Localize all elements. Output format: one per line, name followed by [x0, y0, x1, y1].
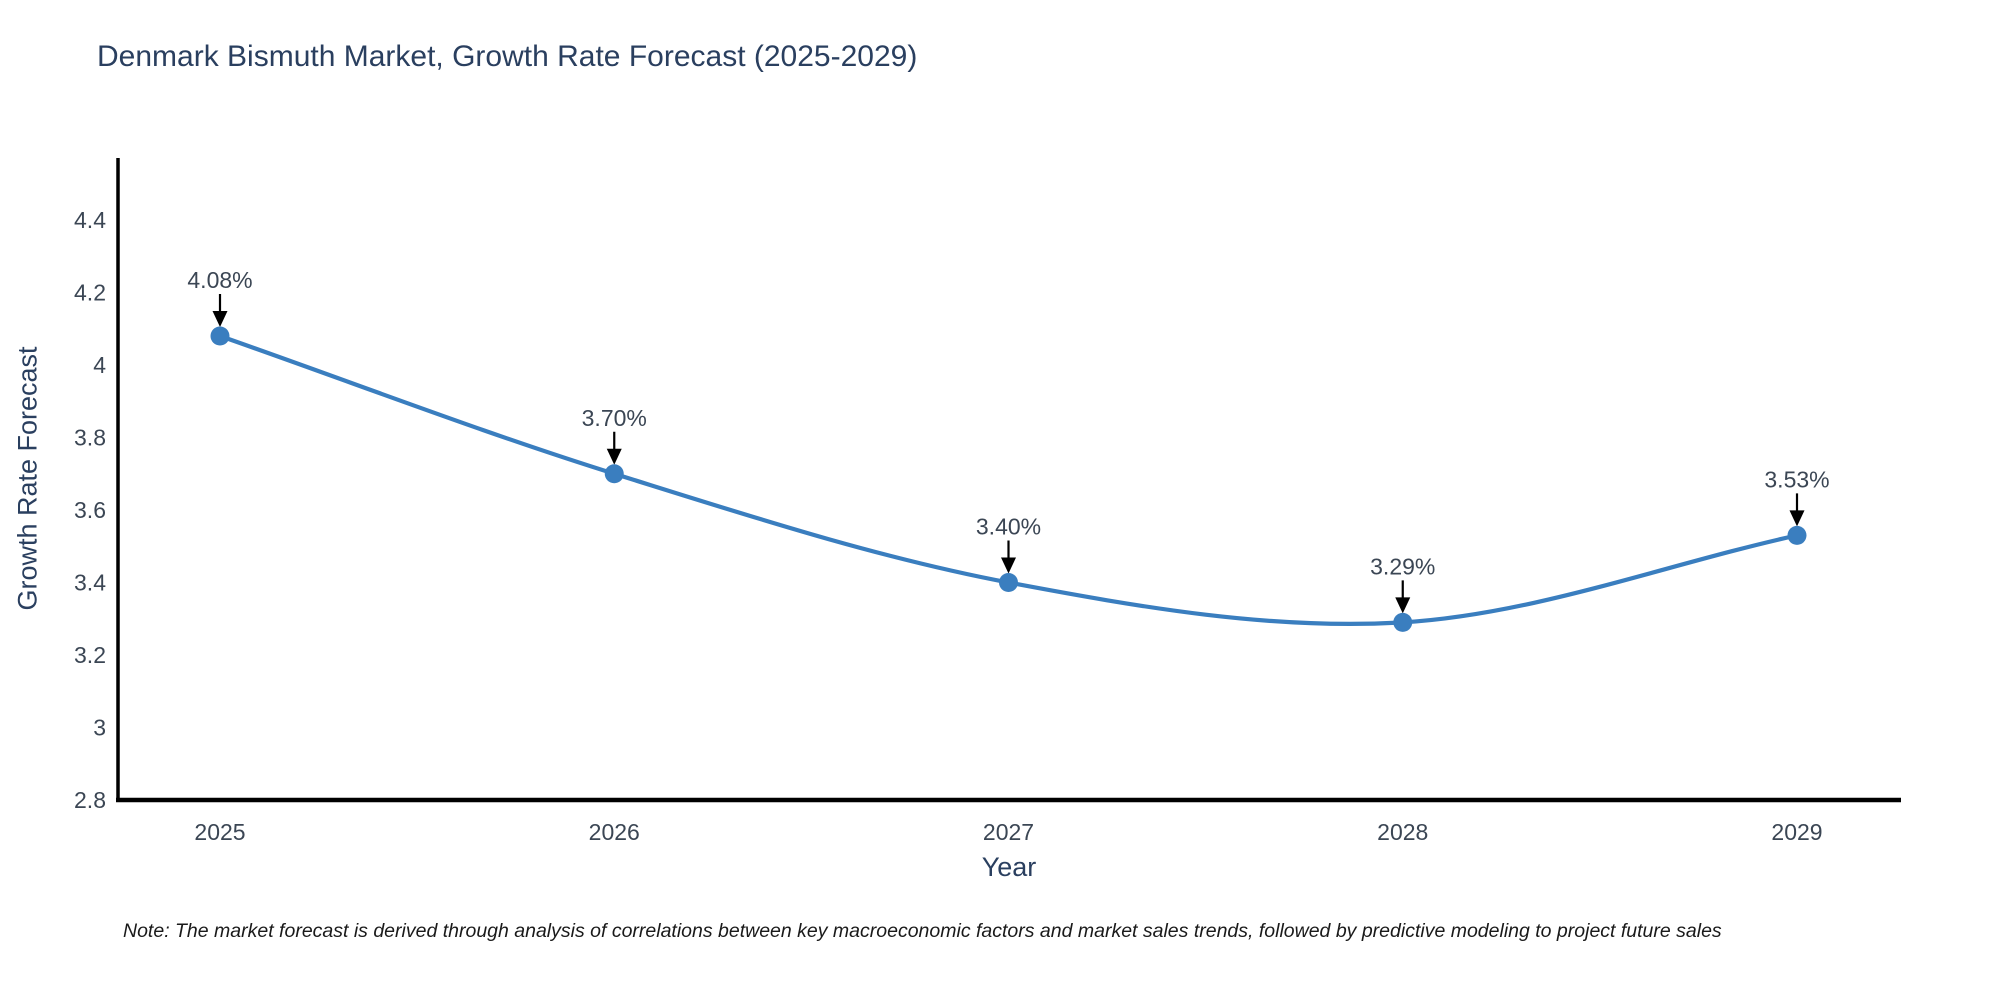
point-annotation-label: 4.08%	[187, 267, 252, 293]
x-axis-title: Year	[981, 852, 1037, 882]
y-tick-label: 4	[93, 352, 106, 378]
chart-title: Denmark Bismuth Market, Growth Rate Fore…	[97, 40, 918, 73]
data-point	[210, 326, 230, 346]
annotation-arrowhead	[1001, 557, 1016, 574]
point-annotation-label: 3.29%	[1370, 553, 1435, 579]
x-tick-label: 2026	[589, 819, 640, 845]
y-tick-label: 3.2	[74, 642, 106, 668]
data-point	[1787, 525, 1807, 545]
x-tick-label: 2029	[1771, 819, 1822, 845]
annotation-arrowhead	[1395, 597, 1411, 614]
x-tick-label: 2027	[983, 819, 1034, 845]
data-point	[1393, 612, 1413, 632]
annotation-arrowhead	[606, 448, 622, 465]
y-tick-label: 3.8	[74, 425, 106, 451]
y-tick-label: 3.6	[74, 497, 106, 523]
annotation-arrowhead	[212, 311, 228, 327]
point-annotation-label: 3.70%	[582, 405, 647, 431]
y-tick-label: 4.4	[74, 207, 106, 233]
y-axis-title: Growth Rate Forecast	[12, 346, 43, 611]
x-tick-label: 2025	[194, 819, 245, 845]
y-tick-label: 2.8	[74, 787, 106, 813]
data-point	[999, 573, 1018, 592]
point-annotation-label: 3.53%	[1764, 466, 1829, 492]
y-tick-label: 3.4	[74, 570, 106, 596]
y-tick-label: 3	[93, 715, 106, 741]
point-annotation-label: 3.40%	[976, 514, 1041, 540]
x-tick-label: 2028	[1377, 819, 1428, 845]
footnote: Note: The market forecast is derived thr…	[123, 920, 1722, 942]
data-point	[604, 464, 624, 484]
y-tick-label: 4.2	[74, 280, 106, 306]
annotation-arrowhead	[1789, 510, 1805, 527]
